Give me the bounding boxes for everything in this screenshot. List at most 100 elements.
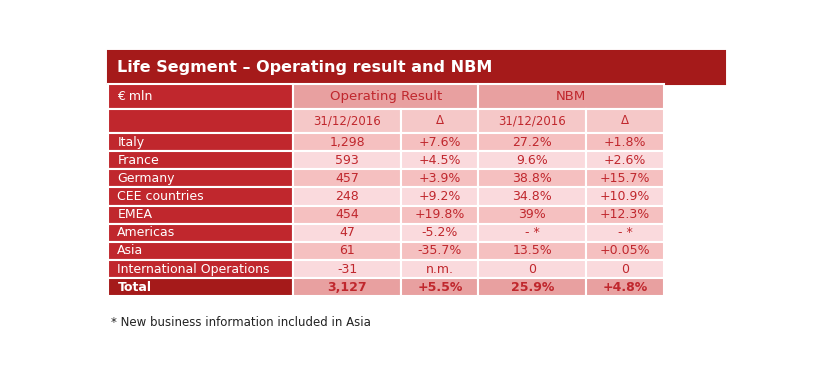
Bar xyxy=(293,151,402,170)
Bar xyxy=(108,260,293,278)
Bar xyxy=(478,133,586,151)
Text: - *: - * xyxy=(618,226,633,239)
Text: Operating Result: Operating Result xyxy=(329,90,442,103)
Bar xyxy=(293,108,402,133)
Bar xyxy=(478,108,586,133)
Bar xyxy=(293,206,402,224)
Bar xyxy=(586,260,663,278)
Text: - *: - * xyxy=(525,226,540,239)
Text: +5.5%: +5.5% xyxy=(417,280,463,294)
Bar xyxy=(586,242,663,260)
Bar xyxy=(586,224,663,242)
Text: 34.8%: 34.8% xyxy=(512,190,552,203)
Bar xyxy=(293,84,478,108)
Text: Americas: Americas xyxy=(117,226,176,239)
Bar xyxy=(293,188,402,206)
Text: 47: 47 xyxy=(339,226,355,239)
Bar xyxy=(402,151,478,170)
Bar xyxy=(586,206,663,224)
Text: 31/12/2016: 31/12/2016 xyxy=(498,114,567,127)
Text: +3.9%: +3.9% xyxy=(419,172,461,185)
Text: Δ: Δ xyxy=(436,114,444,127)
Bar xyxy=(586,170,663,188)
Text: 248: 248 xyxy=(335,190,359,203)
Text: NBM: NBM xyxy=(556,90,586,103)
Text: 27.2%: 27.2% xyxy=(512,136,552,148)
Text: Germany: Germany xyxy=(117,172,175,185)
Text: CEE countries: CEE countries xyxy=(117,190,204,203)
Text: Life Segment – Operating result and NBM: Life Segment – Operating result and NBM xyxy=(117,60,493,75)
Text: +7.6%: +7.6% xyxy=(419,136,461,148)
Text: EMEA: EMEA xyxy=(117,208,152,221)
Bar xyxy=(478,188,586,206)
Bar xyxy=(586,278,663,296)
Bar xyxy=(402,242,478,260)
Text: Asia: Asia xyxy=(117,244,144,257)
Text: 1,298: 1,298 xyxy=(329,136,365,148)
Text: +15.7%: +15.7% xyxy=(600,172,650,185)
Bar xyxy=(478,260,586,278)
Bar xyxy=(586,108,663,133)
Bar xyxy=(402,224,478,242)
Text: -5.2%: -5.2% xyxy=(422,226,458,239)
Bar xyxy=(108,170,293,188)
Bar xyxy=(108,206,293,224)
Bar xyxy=(293,242,402,260)
Text: 25.9%: 25.9% xyxy=(511,280,554,294)
Text: International Operations: International Operations xyxy=(117,262,270,276)
Text: 3,127: 3,127 xyxy=(328,280,367,294)
Text: € mln: € mln xyxy=(117,90,153,103)
Bar xyxy=(108,51,725,84)
Text: -35.7%: -35.7% xyxy=(418,244,462,257)
Text: 454: 454 xyxy=(335,208,359,221)
Bar xyxy=(402,188,478,206)
Bar xyxy=(586,133,663,151)
Text: 39%: 39% xyxy=(519,208,546,221)
Bar xyxy=(293,170,402,188)
Bar xyxy=(478,278,586,296)
Text: 593: 593 xyxy=(335,154,359,167)
Text: France: France xyxy=(117,154,159,167)
Text: 457: 457 xyxy=(335,172,359,185)
Bar xyxy=(478,84,663,108)
Bar xyxy=(402,260,478,278)
Bar xyxy=(478,170,586,188)
Bar xyxy=(402,133,478,151)
Bar xyxy=(293,278,402,296)
Text: n.m.: n.m. xyxy=(426,262,454,276)
Bar xyxy=(108,278,293,296)
Bar xyxy=(402,170,478,188)
Text: 13.5%: 13.5% xyxy=(512,244,552,257)
Text: 38.8%: 38.8% xyxy=(512,172,552,185)
Bar xyxy=(402,278,478,296)
Bar xyxy=(108,151,293,170)
Text: +10.9%: +10.9% xyxy=(600,190,650,203)
Text: 61: 61 xyxy=(339,244,355,257)
Text: 31/12/2016: 31/12/2016 xyxy=(313,114,381,127)
Bar xyxy=(478,242,586,260)
Text: Italy: Italy xyxy=(117,136,145,148)
Bar xyxy=(293,133,402,151)
Bar xyxy=(293,260,402,278)
Text: * New business information included in Asia: * New business information included in A… xyxy=(111,316,371,329)
Bar xyxy=(586,188,663,206)
Text: -31: -31 xyxy=(337,262,358,276)
Text: Δ: Δ xyxy=(621,114,629,127)
Text: 0: 0 xyxy=(528,262,537,276)
Text: +2.6%: +2.6% xyxy=(604,154,646,167)
Bar xyxy=(108,84,293,108)
Text: 9.6%: 9.6% xyxy=(516,154,548,167)
Text: +9.2%: +9.2% xyxy=(419,190,461,203)
Text: +4.5%: +4.5% xyxy=(419,154,461,167)
Bar xyxy=(108,133,293,151)
Bar xyxy=(108,224,293,242)
Bar xyxy=(293,224,402,242)
Bar xyxy=(402,206,478,224)
Bar xyxy=(108,242,293,260)
Text: +12.3%: +12.3% xyxy=(600,208,650,221)
Text: 0: 0 xyxy=(621,262,629,276)
Text: +4.8%: +4.8% xyxy=(602,280,648,294)
Bar xyxy=(586,151,663,170)
Text: +0.05%: +0.05% xyxy=(600,244,650,257)
Bar xyxy=(478,206,586,224)
